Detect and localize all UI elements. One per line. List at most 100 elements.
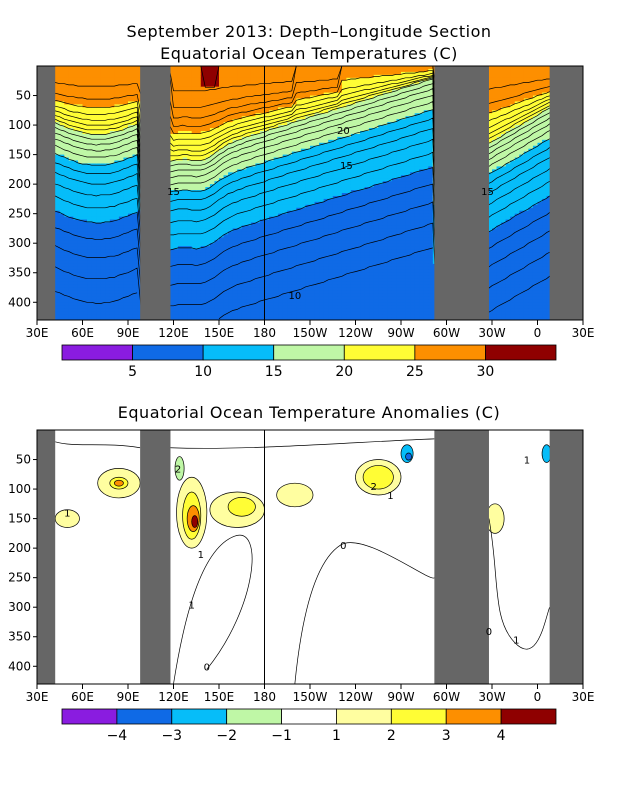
x-tick-label: 90E xyxy=(117,326,140,340)
x-tick-label: 180 xyxy=(253,326,276,340)
colorbar-swatch xyxy=(116,708,173,725)
chart-1-plot: 20 15 15 15 10 30E 60E 90E 120E 150E 180 150W 120W 90… xyxy=(8,65,595,340)
y-tick-label: 50 xyxy=(16,89,31,103)
y-tick-label: 100 xyxy=(8,118,31,132)
contour-label: 1 xyxy=(524,456,530,467)
colorbar-swatch xyxy=(132,344,204,361)
chart-1-subtitle: Equatorial Ocean Temperatures (C) xyxy=(160,44,458,63)
contour-label: 0 xyxy=(340,541,346,552)
x-tick-label: 90W xyxy=(387,326,414,340)
land-mask xyxy=(549,430,583,684)
y-tick-label: 400 xyxy=(8,295,31,309)
x-tick-label: 30W xyxy=(478,326,505,340)
x-tick-label: 60W xyxy=(433,326,460,340)
x-tick-label: 150W xyxy=(293,326,328,340)
colorbar-label: 25 xyxy=(406,364,424,380)
x-tick-label: 30E xyxy=(572,690,595,704)
colorbar-1: 5 10 15 20 25 30 xyxy=(61,344,557,380)
contour-label: 1 xyxy=(64,509,70,520)
x-tick-label: 0 xyxy=(534,326,542,340)
contour-label: 15 xyxy=(481,187,494,198)
colorbar-label: 4 xyxy=(497,728,506,744)
contour-label: 0 xyxy=(204,662,210,673)
colorbar-swatch xyxy=(226,708,282,725)
contour-label: 1 xyxy=(387,491,393,502)
x-tick-label: 120W xyxy=(338,326,373,340)
x-tick-label: 0 xyxy=(534,690,542,704)
colorbar-label: 30 xyxy=(477,364,495,380)
y-tick-label: 200 xyxy=(8,541,31,555)
colorbar-swatch xyxy=(171,708,228,725)
land-mask xyxy=(37,430,56,684)
contour-label: 15 xyxy=(167,187,180,198)
x-tick-label: 30W xyxy=(478,690,505,704)
x-tick-label: 30E xyxy=(572,326,595,340)
contour-label: 2 xyxy=(175,464,181,475)
chart-1-title: September 2013: Depth–Longitude Section xyxy=(126,22,492,41)
land-mask xyxy=(434,430,489,684)
land-mask xyxy=(434,66,489,320)
colorbar-label: 2 xyxy=(387,728,396,744)
y-tick-label: 150 xyxy=(8,148,31,162)
colorbar-label: −1 xyxy=(271,728,292,744)
land-mask xyxy=(37,66,56,320)
y-tick-label: 150 xyxy=(8,512,31,526)
contour-label: 2 xyxy=(371,482,377,493)
x-tick-label: 150E xyxy=(204,690,235,704)
colorbar-swatch xyxy=(500,708,557,725)
x-tick-label: 60E xyxy=(71,326,94,340)
y-tick-label: 300 xyxy=(8,236,31,250)
colorbar-swatch xyxy=(61,708,118,725)
x-tick-label: 60E xyxy=(71,690,94,704)
land-mask xyxy=(140,430,171,684)
colorbar-label: 20 xyxy=(335,364,353,380)
colorbar-label: 1 xyxy=(332,728,341,744)
colorbar-swatch xyxy=(485,344,557,361)
y-tick-label: 250 xyxy=(8,571,31,585)
x-tick-label: 30E xyxy=(26,326,49,340)
contour-label: 0 xyxy=(486,627,492,638)
colorbar-label: 3 xyxy=(442,728,451,744)
x-tick-label: 120E xyxy=(158,690,189,704)
chart-2-title: Equatorial Ocean Temperature Anomalies (… xyxy=(117,403,501,422)
x-tick-label: 120E xyxy=(158,326,189,340)
y-tick-label: 100 xyxy=(8,482,31,496)
y-tick-label: 50 xyxy=(16,453,31,467)
colorbar-label: −2 xyxy=(216,728,237,744)
y-tick-label: 200 xyxy=(8,177,31,191)
colorbar-label: 10 xyxy=(194,364,212,380)
x-tick-label: 90E xyxy=(117,690,140,704)
colorbar-swatch xyxy=(273,344,345,361)
colorbar-swatch xyxy=(61,344,133,361)
contour-label: 20 xyxy=(337,126,350,137)
land-mask xyxy=(549,66,583,320)
y-tick-label: 400 xyxy=(8,659,31,673)
y-tick-label: 350 xyxy=(8,266,31,280)
colorbar-swatch xyxy=(281,708,337,725)
colorbar-swatch xyxy=(336,708,392,725)
colorbar-swatch xyxy=(343,344,416,361)
y-tick-label: 350 xyxy=(8,630,31,644)
colorbar-swatch xyxy=(414,344,486,361)
colorbar-label: −4 xyxy=(107,728,128,744)
contour-label: 1 xyxy=(198,550,204,561)
x-tick-label: 180 xyxy=(253,690,276,704)
x-tick-label: 120W xyxy=(338,690,373,704)
y-tick-label: 250 xyxy=(8,207,31,221)
y-tick-label: 300 xyxy=(8,600,31,614)
x-tick-label: 30E xyxy=(26,690,49,704)
colorbar-swatch xyxy=(445,708,502,725)
colorbar-swatch xyxy=(202,344,275,361)
x-tick-label: 150E xyxy=(204,326,235,340)
colorbar-label: −3 xyxy=(161,728,182,744)
colorbar-2: −4 −3 −2 −1 1 2 3 4 xyxy=(61,708,557,744)
colorbar-label: 15 xyxy=(265,364,283,380)
contour-label: 10 xyxy=(288,291,301,302)
x-tick-label: 60W xyxy=(433,690,460,704)
contour-label: 1 xyxy=(513,636,519,647)
land-mask xyxy=(140,66,171,320)
colorbar-swatch xyxy=(390,708,447,725)
contour-label: 1 xyxy=(189,600,195,611)
